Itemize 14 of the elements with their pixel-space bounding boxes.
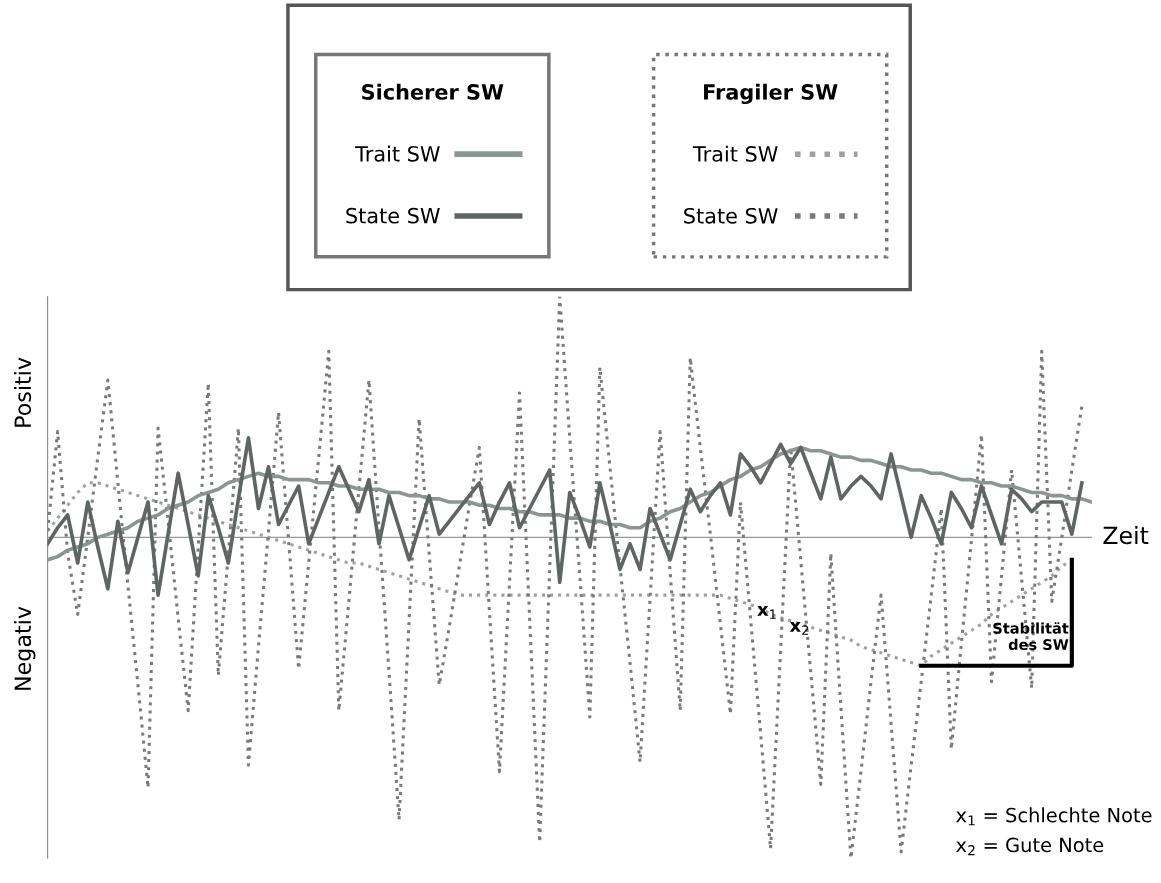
legend-label: Trait SW [692,145,778,162]
annotation: x$_{1}$ = Schlechte Note [956,807,1152,826]
legend-label: State SW [346,207,440,224]
text: Positiv [13,357,32,427]
annotation: x$_{2}$ [789,621,809,635]
text: Fragiler SW [704,83,838,105]
annotation: Stabilität des SW [993,622,1069,651]
annotation: x$_{2}$ = Gute Note [956,837,1104,856]
text: Negativ [13,606,36,690]
annotation: x$_{1}$ [757,605,776,619]
x-axis-title: Zeit [1103,525,1149,545]
legend-label: Trait SW [355,145,440,162]
text: Sicherer SW [362,83,504,100]
legend-label: State SW [684,207,778,224]
